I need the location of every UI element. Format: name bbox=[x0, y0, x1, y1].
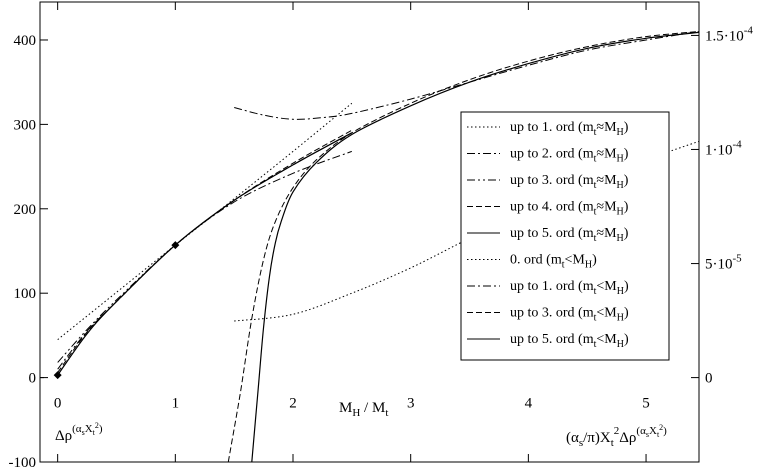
legend-label-1: up to 1. ord (mt≈MH) bbox=[510, 120, 629, 138]
x-tick-label: 0 bbox=[54, 396, 62, 412]
y-right-title: (αs/π)Xt2Δρ(αsXt2) bbox=[566, 423, 667, 449]
y-right-title-p5: Δρ bbox=[619, 430, 636, 446]
y-right-tick-label: 0 bbox=[705, 371, 713, 387]
y-left-title-main: Δρ bbox=[55, 428, 72, 444]
y-left-tick-label: 400 bbox=[14, 33, 37, 49]
y-right-tick-label: 1·10-4 bbox=[705, 138, 742, 158]
y-left-tick-label: 300 bbox=[14, 117, 37, 133]
y-right-title-p3: t bbox=[611, 437, 614, 449]
y-right-tick-label: 5·10-5 bbox=[705, 253, 742, 273]
legend-label-5: up to 5. ord (mt≈MH) bbox=[510, 226, 629, 244]
legend: up to 1. ord (mt≈MH) up to 2. ord (mt≈MH)… bbox=[460, 111, 670, 361]
y-right-title-p8: X bbox=[649, 425, 657, 437]
y-right-title-p4: 2 bbox=[614, 425, 620, 437]
legend-label-4: up to 4. ord (mt≈MH) bbox=[510, 200, 629, 218]
legend-label-3: up to 3. ord (mt≈MH) bbox=[510, 173, 629, 191]
y-left-title-sup-rest: X bbox=[85, 423, 93, 435]
y-left-title-sup-sup: 2 bbox=[95, 421, 99, 430]
y-right-title-p2: /π)X bbox=[583, 430, 611, 446]
x-ticks: 0 1 2 3 4 5 bbox=[40, 2, 650, 462]
y-right-title-p10: 2 bbox=[659, 423, 663, 432]
y-left-title-sup-sub: s bbox=[82, 428, 85, 437]
x-title-sub: H bbox=[352, 407, 360, 419]
diamond-marker-2 bbox=[171, 241, 180, 250]
legend-label-8: up to 3. ord (mt<MH) bbox=[510, 306, 629, 324]
series-line-3 bbox=[57, 132, 353, 363]
x-title-sub2: t bbox=[385, 407, 388, 419]
y-right-title-p7: s bbox=[646, 430, 649, 439]
diamond-marker-1 bbox=[53, 371, 62, 380]
x-tick-label: 5 bbox=[642, 396, 650, 412]
y-right-title-p11: ) bbox=[663, 425, 667, 437]
series-line-9 bbox=[251, 31, 699, 462]
marker-layer bbox=[53, 241, 180, 380]
y-right-tick-label: 1.5·10-4 bbox=[705, 24, 753, 44]
legend-label-7: up to 1. ord (mt<MH) bbox=[510, 279, 629, 297]
series-line-7 bbox=[234, 31, 699, 120]
y-left-tick-label: 200 bbox=[14, 202, 37, 218]
y-right-title-p9: t bbox=[657, 430, 660, 439]
y-left-tick-label: -100 bbox=[9, 455, 37, 470]
series-line-8 bbox=[227, 31, 699, 462]
y-right-title-p6: (α bbox=[636, 425, 646, 437]
y-left-tick-label: 0 bbox=[29, 371, 37, 387]
x-title-rest: / M bbox=[360, 400, 385, 416]
x-tick-label: 3 bbox=[407, 396, 415, 412]
y-left-title-sup-close: ) bbox=[99, 423, 103, 435]
y-right-title-p1: s bbox=[579, 437, 583, 449]
plot-frame bbox=[39, 1, 700, 463]
y-left-title: Δρ(αsXt2) bbox=[55, 421, 103, 444]
x-tick-label: 2 bbox=[289, 396, 297, 412]
legend-label-9: up to 5. ord (mt<MH) bbox=[510, 332, 629, 350]
series-line-2 bbox=[57, 150, 352, 370]
x-tick-label: 4 bbox=[525, 396, 533, 412]
y-left-title-sup: (α bbox=[72, 423, 82, 435]
x-tick-label: 1 bbox=[172, 396, 180, 412]
legend-label-6: 0. ord (mt<MH) bbox=[510, 253, 597, 271]
y-left-title-sup-sub2: t bbox=[93, 428, 96, 437]
y-left-tick-label: 100 bbox=[14, 286, 37, 302]
x-title-main: M bbox=[339, 400, 352, 416]
series-line-4 bbox=[57, 129, 353, 373]
x-axis-title: MH / Mt bbox=[339, 400, 388, 419]
right-ticks: 0 5·10-5 1·10-4 1.5·10-4 bbox=[691, 24, 753, 387]
legend-label-2: up to 2. ord (mt≈MH) bbox=[510, 147, 629, 165]
y-right-title-p0: (α bbox=[566, 430, 579, 446]
left-ticks: -100 0 100 200 300 400 bbox=[9, 33, 48, 470]
